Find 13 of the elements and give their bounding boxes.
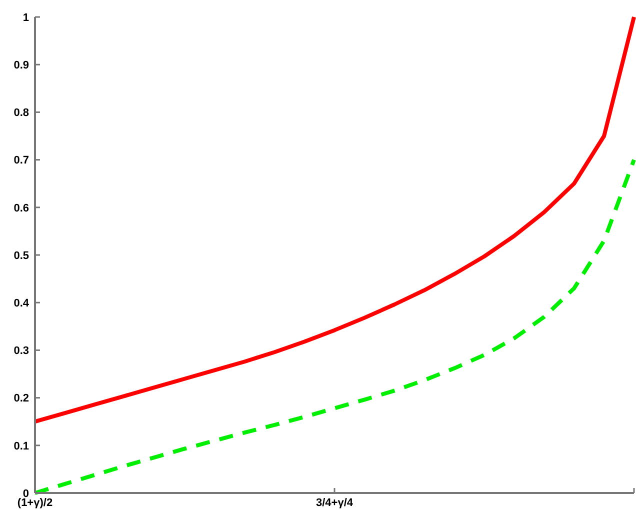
- y-tick-label: 0.8: [14, 107, 29, 120]
- y-tick-label: 0.1: [14, 440, 29, 452]
- x-tick-label: (1+γ)/2: [17, 497, 53, 509]
- y-tick-label: 0.5: [14, 250, 29, 262]
- x-tick-label: 3/4+γ/4: [316, 497, 354, 509]
- y-tick-label: 0.2: [14, 392, 29, 405]
- y-tick-label: 0.7: [14, 154, 29, 167]
- y-tick-label: 0.4: [14, 297, 30, 310]
- y-tick-label: 0.3: [14, 345, 29, 358]
- line-series: [33, 15, 636, 424]
- y-tick-label: 1: [22, 12, 29, 24]
- y-tick-label: 0.6: [14, 202, 29, 214]
- y-tick-label: 0.9: [14, 59, 29, 72]
